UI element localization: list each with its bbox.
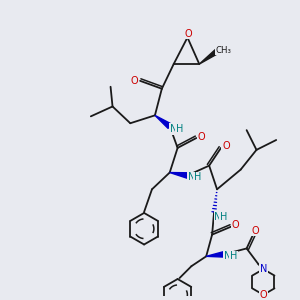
- Text: N: N: [214, 212, 222, 222]
- Polygon shape: [206, 252, 224, 257]
- Text: O: O: [184, 28, 192, 38]
- Text: N: N: [224, 251, 232, 261]
- Text: CH₃: CH₃: [216, 46, 232, 55]
- Text: O: O: [130, 76, 138, 86]
- Text: N: N: [188, 172, 195, 182]
- Text: N: N: [170, 124, 177, 134]
- Text: O: O: [260, 290, 267, 300]
- Polygon shape: [155, 116, 171, 128]
- Text: N: N: [260, 264, 267, 274]
- Text: O: O: [197, 132, 205, 142]
- Polygon shape: [170, 172, 188, 178]
- Text: O: O: [232, 220, 240, 230]
- Polygon shape: [199, 49, 218, 64]
- Text: O: O: [222, 141, 230, 151]
- Text: H: H: [194, 172, 201, 182]
- Text: H: H: [230, 251, 238, 261]
- Text: H: H: [176, 124, 183, 134]
- Text: O: O: [252, 226, 259, 236]
- Text: H: H: [220, 212, 228, 222]
